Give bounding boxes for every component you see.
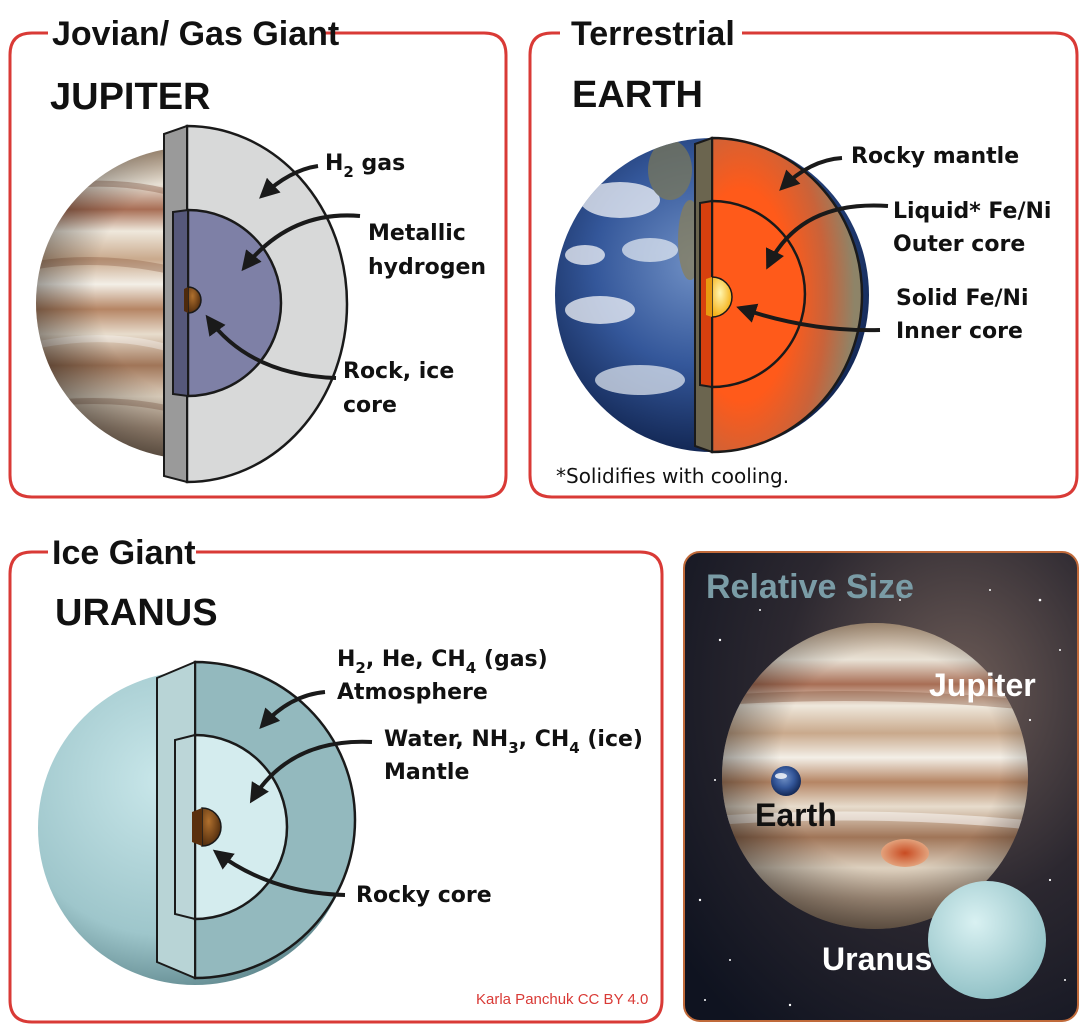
relative-size-title: Relative Size (706, 568, 914, 606)
label-size-earth: Earth (755, 797, 837, 833)
uranus-cutaway (38, 660, 357, 985)
earth-cutaway (555, 136, 869, 454)
category-title-terrestrial: Terrestrial (571, 15, 735, 53)
uranus-size-disk (928, 881, 1046, 999)
uranus-rock-core (201, 807, 222, 847)
arrow-earth-mantle (779, 156, 843, 191)
label-size-jupiter: Jupiter (929, 667, 1036, 703)
arrow-uranus-core (212, 849, 346, 897)
panel-frame-ice (8, 550, 664, 1024)
arrow-jupiter-core (205, 314, 337, 380)
label-uranus-mantle: Water, NH3, CH4 (ice) Mantle (384, 727, 651, 785)
label-jupiter-gas: H2 gas (325, 151, 405, 181)
credit-text: Karla Panchuk CC BY 4.0 (476, 991, 648, 1008)
panel-frame-terrestrial (528, 31, 1079, 499)
earth-footnote: *Solidifies with cooling. (556, 464, 789, 488)
arrow-jupiter-metallic (241, 213, 361, 272)
arrow-uranus-atmosphere (259, 690, 326, 729)
label-jupiter-metallic: Metallic hydrogen (368, 221, 486, 280)
arrow-earth-inner-core (736, 303, 881, 333)
category-title-ice: Ice Giant (52, 534, 196, 572)
arrow-earth-outer-core (765, 203, 889, 270)
label-earth-inner-core: Solid Fe/Ni Inner core (896, 286, 1036, 344)
label-jupiter-core: Rock, ice core (343, 359, 462, 418)
arrow-uranus-mantle (249, 739, 373, 804)
panel-frame-jovian (8, 31, 508, 499)
earth-size-disk (771, 766, 801, 796)
jupiter-cutaway (36, 124, 349, 484)
label-earth-mantle: Rocky mantle (851, 144, 1019, 169)
label-earth-outer-core: Liquid* Fe/Ni Outer core (893, 199, 1059, 257)
label-size-uranus: Uranus (822, 941, 932, 977)
category-title-jovian: Jovian/ Gas Giant (52, 15, 339, 53)
planet-title-jupiter: JUPITER (50, 76, 210, 118)
earth-inner-core-layer (711, 276, 733, 318)
jupiter-rock-core (187, 286, 202, 314)
planet-title-uranus: URANUS (55, 592, 218, 634)
star-field (698, 589, 1066, 1007)
arrow-jupiter-gas (259, 164, 319, 199)
relative-size-panel (683, 551, 1079, 1022)
planet-title-earth: EARTH (572, 74, 703, 116)
label-uranus-core: Rocky core (356, 883, 492, 908)
label-uranus-atmosphere: H2, He, CH4 (gas) Atmosphere (337, 647, 555, 705)
